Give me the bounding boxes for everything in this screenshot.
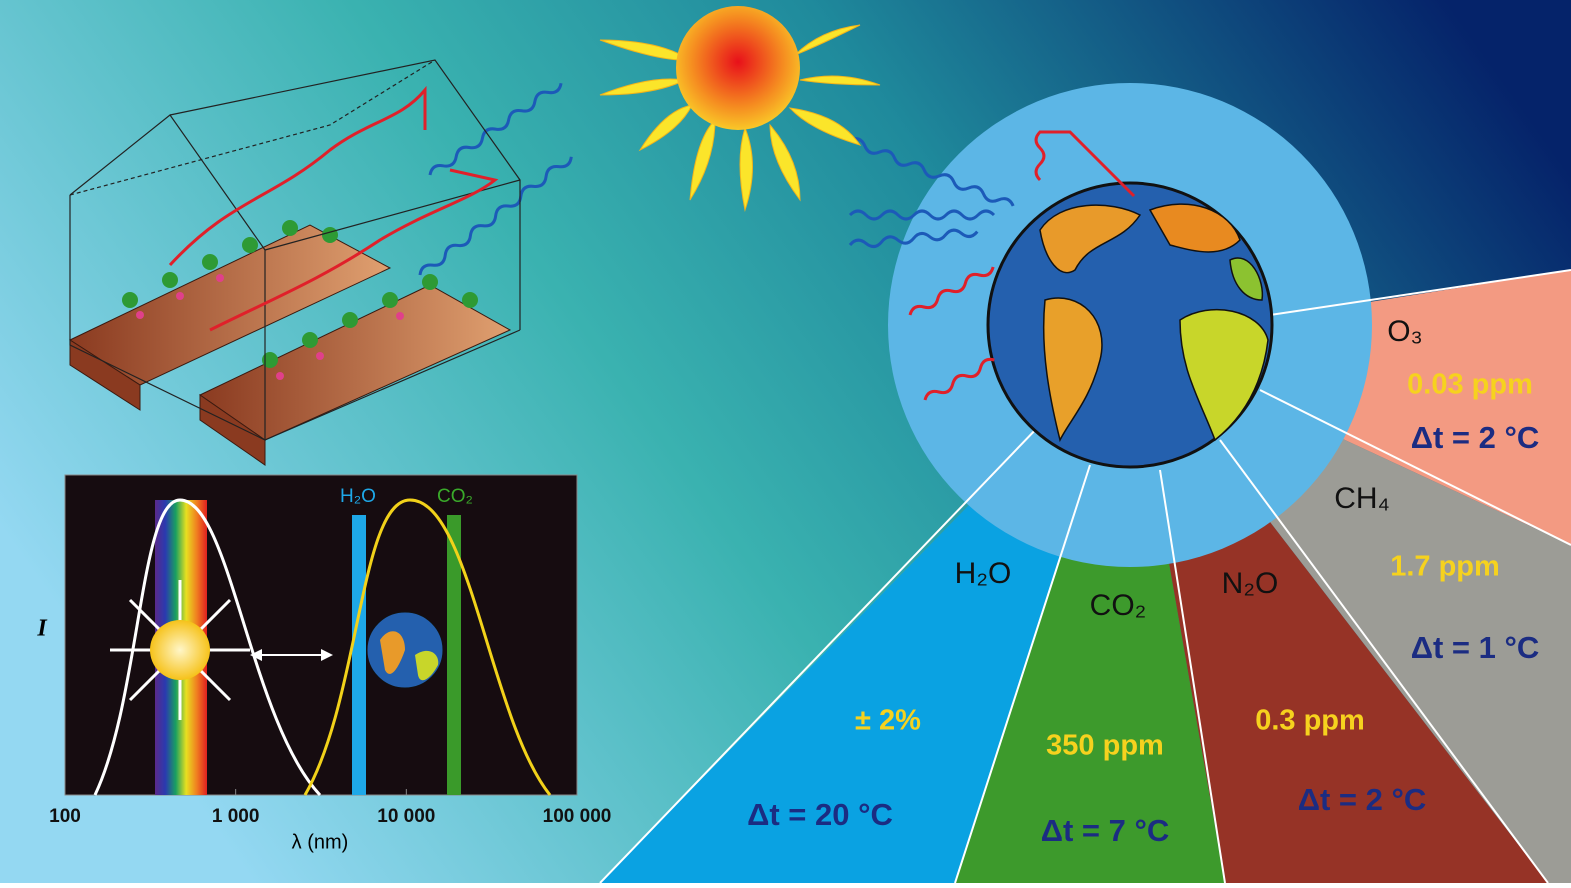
gas-name: CH₄: [1334, 482, 1390, 515]
greenhouse: [68, 59, 521, 466]
sun-radiation: [418, 82, 573, 276]
gas-concentration: 0.3 ppm: [1255, 705, 1365, 737]
gas-wedges: [600, 270, 1571, 883]
band-label: H₂O: [340, 486, 376, 507]
spectrum-frame: [64, 474, 578, 796]
gas-warming: Δt = 20 °C: [747, 797, 893, 832]
gas-concentration: 350 ppm: [1046, 730, 1164, 762]
x-axis-label: λ (nm): [292, 831, 349, 853]
mini-earth-land: [380, 631, 405, 674]
gas-name: N₂O: [1222, 567, 1279, 600]
spectrum-inset: H₂O CO₂ I λ (nm) 100 1 000 10 000 100 000: [36, 474, 611, 853]
mini-earth-land: [415, 650, 439, 681]
earth: [986, 181, 1274, 469]
gas-name: H₂O: [955, 557, 1012, 590]
gas-concentration: 0.03 ppm: [1407, 369, 1533, 401]
gas-concentration: ± 2%: [855, 705, 921, 737]
gas-warming: Δt = 7 °C: [1041, 813, 1170, 848]
band-label: CO₂: [437, 486, 473, 507]
x-tick-label: 100: [49, 806, 81, 827]
double-arrow: [250, 649, 333, 661]
gas-name: CO₂: [1090, 589, 1147, 622]
sun: [599, 6, 881, 212]
gas-labels: O₃ 0.03 ppm Δt = 2 °C CH₄ 1.7 ppm Δt = 1…: [747, 315, 1539, 848]
co2-band: [447, 515, 461, 795]
earth-curve: [303, 498, 552, 796]
x-tick-label: 10 000: [377, 806, 435, 827]
gas-warming: Δt = 2 °C: [1411, 420, 1540, 455]
gas-warming: Δt = 1 °C: [1411, 630, 1540, 665]
solar-curve: [93, 498, 322, 797]
mini-sun: [150, 620, 210, 680]
gas-concentration: 1.7 ppm: [1390, 551, 1500, 583]
gas-warming: Δt = 2 °C: [1298, 782, 1427, 817]
earth-radiation: [848, 130, 1136, 401]
h2o-band: [352, 515, 366, 795]
x-ticks: 100 1 000 10 000 100 000: [49, 789, 611, 827]
x-tick-label: 100 000: [543, 806, 612, 827]
wedge-lines: [599, 269, 1571, 884]
x-tick-label: 1 000: [212, 806, 260, 827]
gas-name: O₃: [1387, 315, 1423, 348]
y-axis-label: I: [36, 616, 48, 642]
co2-wedge: [955, 340, 1225, 883]
